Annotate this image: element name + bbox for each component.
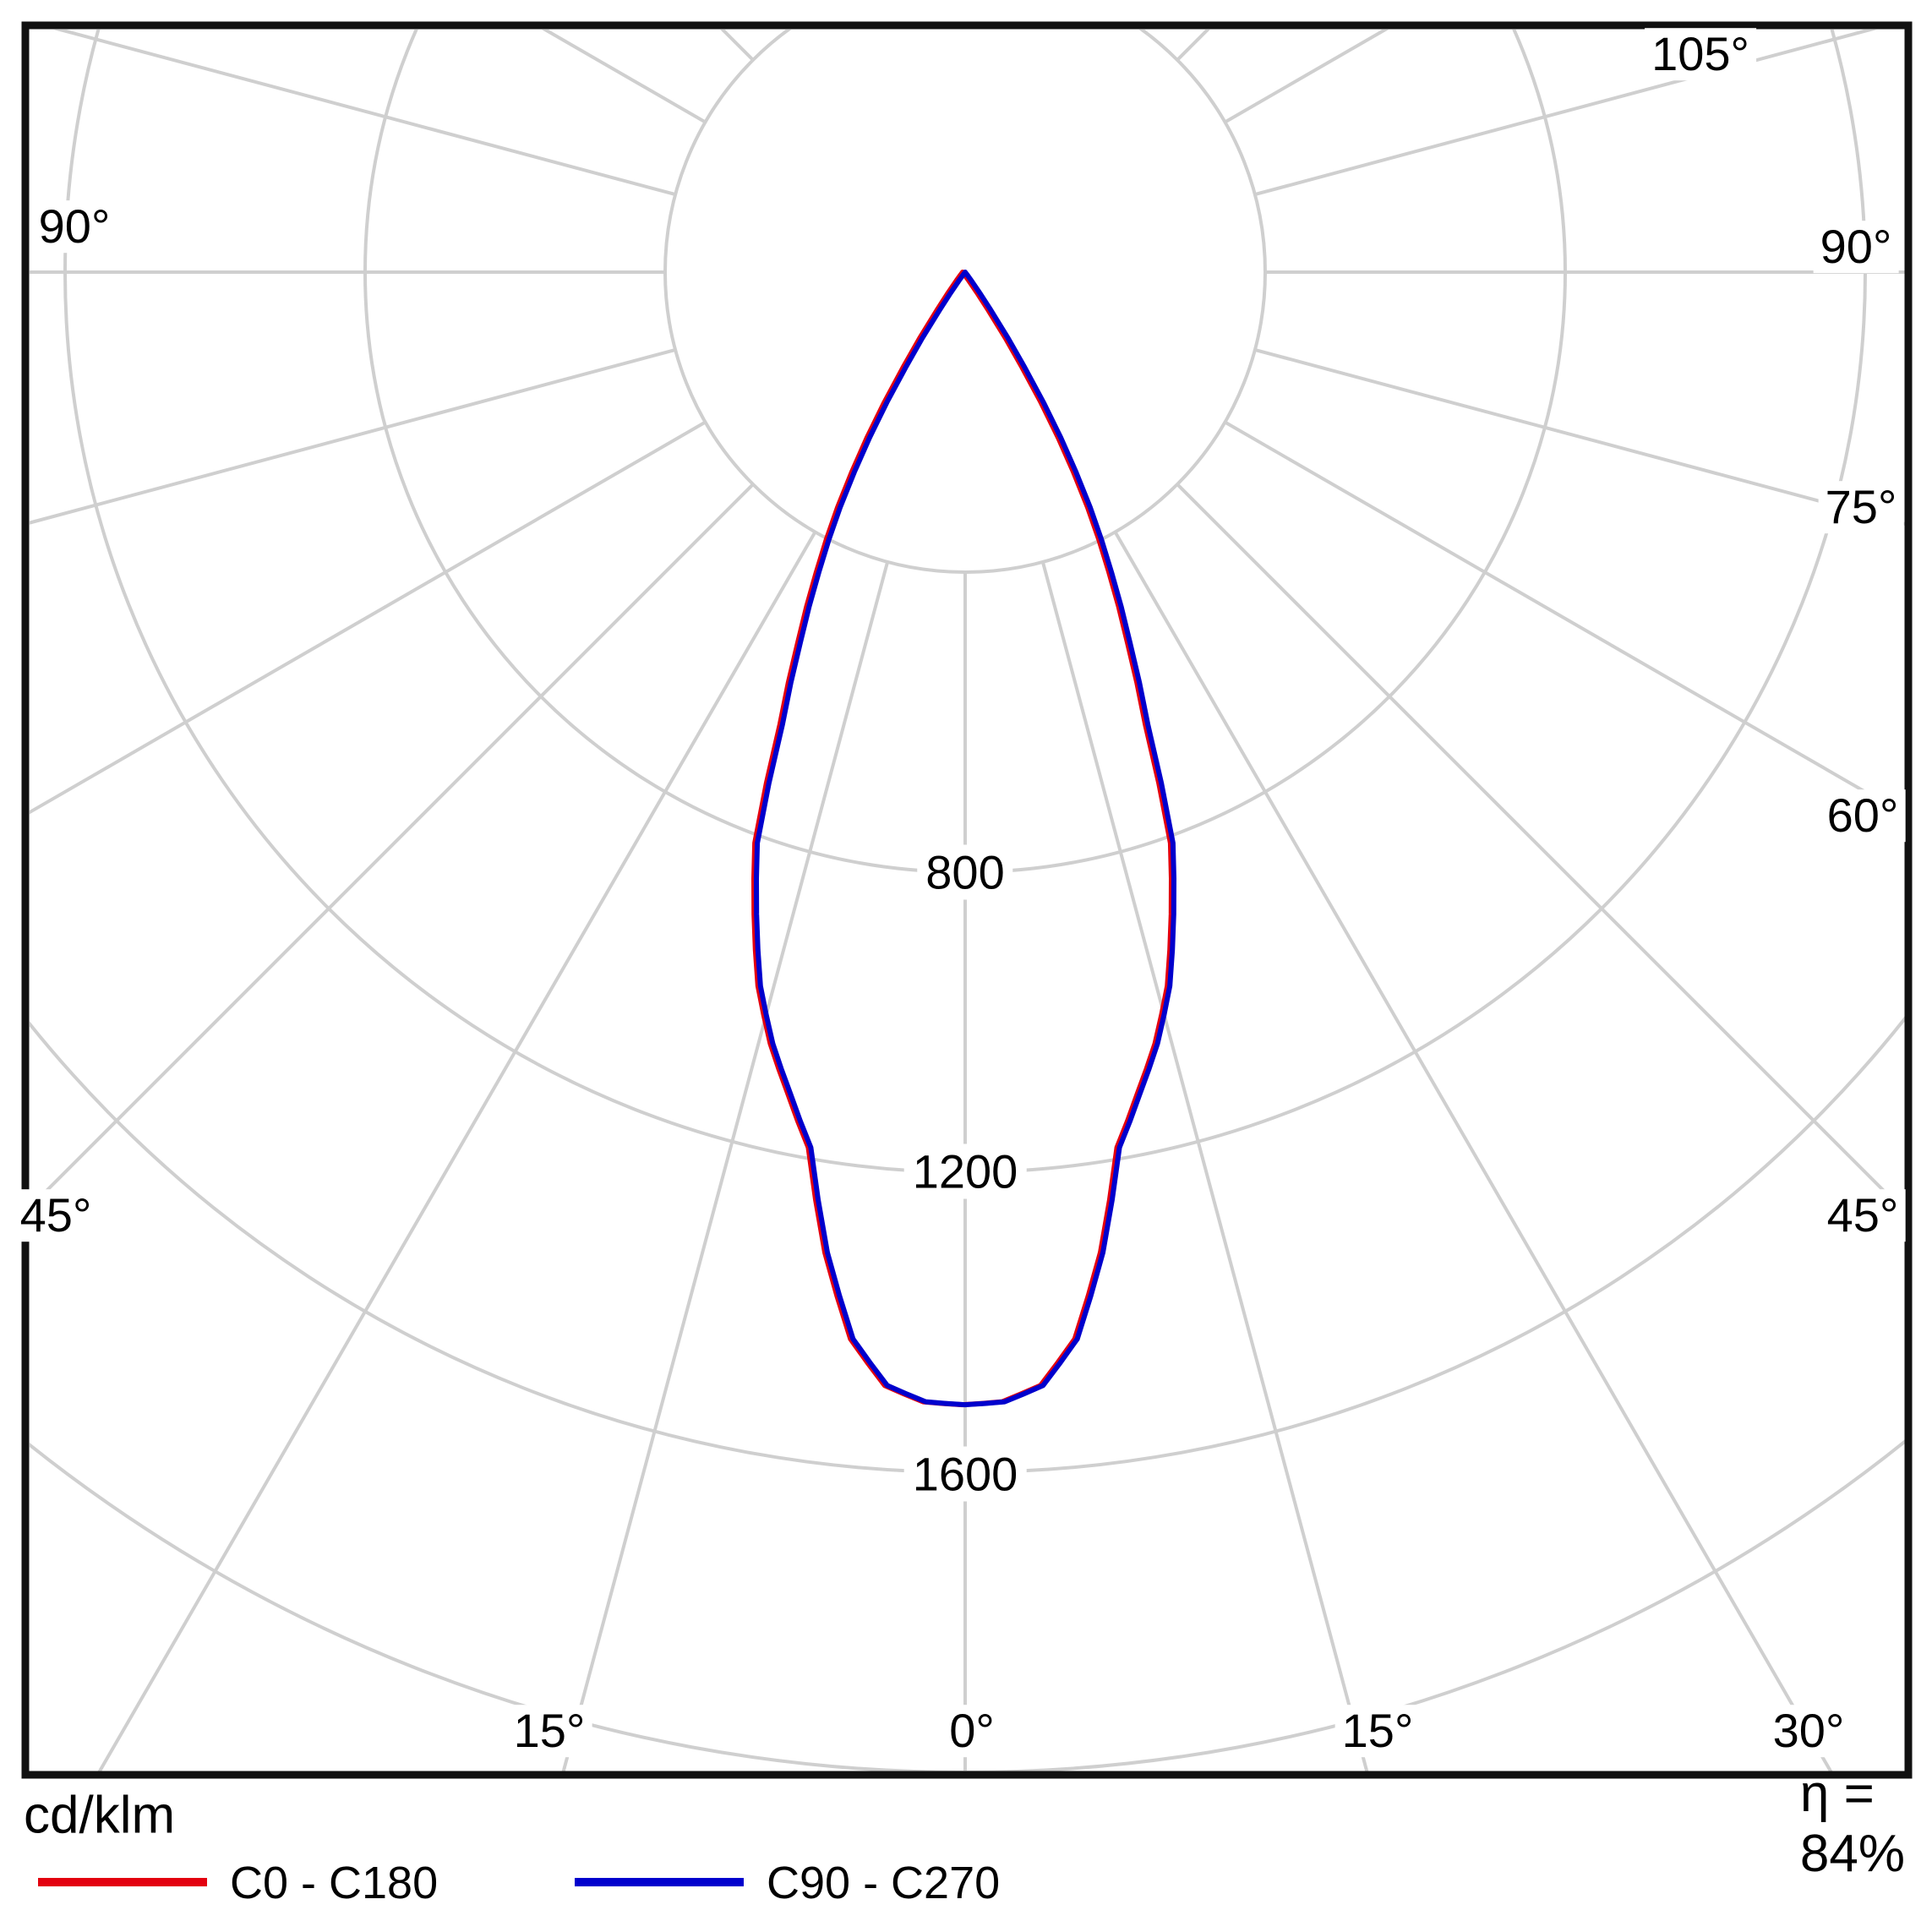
angle-label-45-right: 45° [1820, 1189, 1906, 1242]
angle-label-15-bottom-left: 15° [506, 1705, 592, 1757]
angle-label-75-right: 75° [1818, 481, 1904, 533]
angle-label-60-right: 60° [1820, 789, 1906, 842]
angle-label-0-bottom: 0° [942, 1705, 1001, 1757]
angle-label-105-right: 105° [1645, 28, 1756, 80]
legend-label-c90-c270: C90 - C270 [767, 1858, 1001, 1908]
plot-border [21, 21, 1913, 1779]
units-label: cd/klm [24, 1786, 176, 1845]
legend-line-c0-c180 [38, 1878, 207, 1886]
efficiency-label: η = 84% [1799, 1765, 1905, 1883]
angle-label-30-bottom-right: 30° [1766, 1705, 1852, 1757]
angle-label-45-left: 45° [13, 1189, 99, 1242]
legend-line-c90-c270 [575, 1878, 744, 1886]
legend-label-c0-c180: C0 - C180 [230, 1858, 439, 1908]
angle-label-90-left: 90° [31, 200, 117, 253]
intensity-curves [751, 270, 1176, 1408]
ring-label-800: 800 [917, 844, 1013, 900]
angle-label-90-right: 90° [1813, 221, 1899, 273]
ring-label-1600: 1600 [903, 1446, 1027, 1502]
angle-label-15-bottom-right: 15° [1334, 1705, 1421, 1757]
ring-label-1200: 1200 [903, 1143, 1027, 1199]
